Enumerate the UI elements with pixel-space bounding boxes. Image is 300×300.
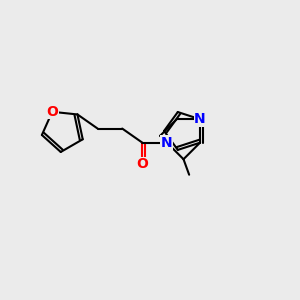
Text: N: N xyxy=(161,136,173,150)
Text: O: O xyxy=(136,157,148,171)
Text: N: N xyxy=(194,112,206,126)
Text: O: O xyxy=(46,105,58,119)
